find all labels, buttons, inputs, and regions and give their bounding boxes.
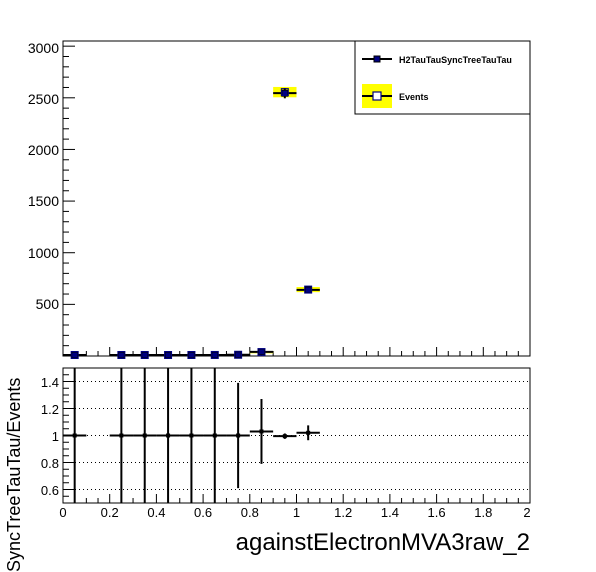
ratio-xtick-label: 0.8: [241, 505, 259, 520]
ratio-marker: [306, 430, 311, 435]
events-marker: [257, 348, 266, 357]
ratio-x-tick-labels: 0 0.2 0.4 0.6 0.8 1 1.2 1.4 1.6 1.8 2: [59, 505, 530, 520]
legend-marker-events: [372, 91, 382, 101]
main-ytick-label: 500: [36, 296, 60, 312]
ratio-xtick-label: 1.4: [381, 505, 399, 520]
events-marker: [140, 351, 149, 359]
main-y-tick-labels: 500 1000 1500 2000 2500 3000: [28, 40, 59, 312]
ratio-xtick-label: 1.6: [428, 505, 446, 520]
ratio-y-axis-title: SyncTreeTauTau/Events: [4, 378, 24, 572]
events-marker: [187, 351, 196, 359]
ratio-ytick-label: 1: [52, 429, 59, 444]
ratio-data-points: [63, 368, 320, 503]
ratio-xtick-label: 0.4: [147, 505, 165, 520]
ratio-ytick-label: 1.2: [41, 402, 59, 417]
sync-marker: [234, 351, 242, 359]
ratio-marker: [119, 433, 124, 438]
ratio-marker: [282, 434, 287, 439]
x-axis-title: againstElectronMVA3raw_2: [236, 529, 530, 556]
ratio-xtick-label: 1.8: [474, 505, 492, 520]
ratio-xtick-label: 1: [293, 505, 300, 520]
legend-label-events: Events: [399, 92, 429, 102]
ratio-marker: [72, 433, 77, 438]
events-marker: [210, 350, 219, 359]
legend-marker-sync: [373, 55, 381, 63]
events-marker: [117, 351, 126, 359]
ratio-xtick-label: 0.2: [101, 505, 119, 520]
sync-marker: [141, 351, 149, 359]
legend-label-sync: H2TauTauSyncTreeTauTau: [399, 55, 512, 65]
ratio-marker: [212, 433, 217, 438]
ratio-axis-ticks: [62, 367, 531, 504]
ratio-ytick-label: 0.8: [41, 456, 59, 471]
ratio-marker: [236, 433, 241, 438]
main-ytick-label: 1500: [28, 193, 59, 209]
main-ytick-label: 2500: [28, 91, 59, 107]
events-marker: [164, 351, 173, 359]
ratio-xtick-label: 0: [59, 505, 66, 520]
ratio-xtick-label: 0.6: [194, 505, 212, 520]
events-marker: [304, 285, 313, 294]
ratio-y-tick-labels: 0.6 0.8 1 1.2 1.4: [41, 375, 59, 498]
events-marker: [280, 88, 289, 97]
ratio-marker: [166, 433, 171, 438]
sync-marker: [187, 351, 195, 359]
legend: H2TauTauSyncTreeTauTau Events: [354, 40, 531, 115]
ratio-ytick-label: 1.4: [41, 375, 59, 390]
ratio-ytick-label: 0.6: [41, 483, 59, 498]
sync-marker: [257, 348, 265, 356]
events-marker: [234, 350, 243, 359]
sync-data-points: [63, 87, 320, 359]
sync-marker: [211, 351, 219, 359]
sync-marker: [164, 351, 172, 359]
sync-marker: [117, 351, 125, 359]
ratio-xtick-label: 2: [523, 505, 530, 520]
main-ytick-label: 2000: [28, 142, 59, 158]
ratio-xtick-label: 1.2: [334, 505, 352, 520]
main-ytick-label: 1000: [28, 245, 59, 261]
main-ytick-label: 3000: [28, 40, 59, 56]
events-marker: [70, 351, 79, 359]
sync-marker: [304, 286, 312, 294]
events-error-boxes: [249, 86, 320, 354]
ratio-marker: [189, 433, 194, 438]
sync-marker: [71, 351, 79, 359]
ratio-marker: [259, 429, 264, 434]
ratio-marker: [142, 433, 147, 438]
